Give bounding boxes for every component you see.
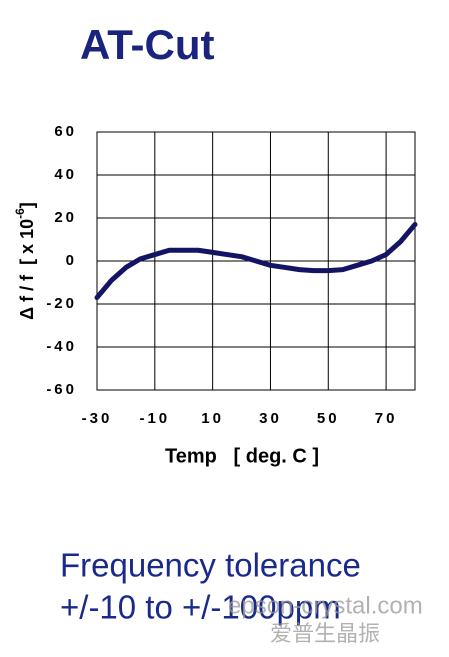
y-tick-label: 20 bbox=[54, 209, 77, 226]
y-axis-label: Δ f / f [ x 10-6] bbox=[13, 202, 37, 320]
x-axis-label: Temp [ deg. C ] bbox=[165, 445, 319, 467]
y-tick-label: -60 bbox=[46, 381, 77, 398]
watermark: 爱普生晶振 bbox=[270, 621, 380, 646]
y-tick-label: 40 bbox=[54, 166, 77, 183]
x-tick-label: 30 bbox=[259, 410, 282, 427]
y-tick-label: -20 bbox=[46, 295, 77, 312]
y-tick-label: 0 bbox=[66, 252, 77, 269]
y-tick-label: -40 bbox=[46, 338, 77, 355]
watermark: epson-crystal.com bbox=[228, 592, 423, 619]
y-axis-label-end: ] bbox=[17, 202, 37, 208]
data-line bbox=[94, 221, 418, 301]
y-tick-label: 60 bbox=[54, 123, 77, 140]
caption-line: +/-10 to +/-100ppm bbox=[60, 589, 341, 626]
x-tick-label: -10 bbox=[139, 410, 170, 427]
x-tick-label: 10 bbox=[201, 410, 224, 427]
x-tick-label: 70 bbox=[375, 410, 398, 427]
y-axis-label-exponent: -6 bbox=[13, 208, 27, 219]
x-tick-label: -30 bbox=[82, 410, 113, 427]
chart-title: AT-Cut bbox=[80, 21, 215, 68]
x-tick-label: 50 bbox=[317, 410, 340, 427]
y-axis-label-main: Δ f / f [ x 10 bbox=[17, 219, 37, 320]
caption-line: Frequency tolerance bbox=[60, 547, 361, 584]
